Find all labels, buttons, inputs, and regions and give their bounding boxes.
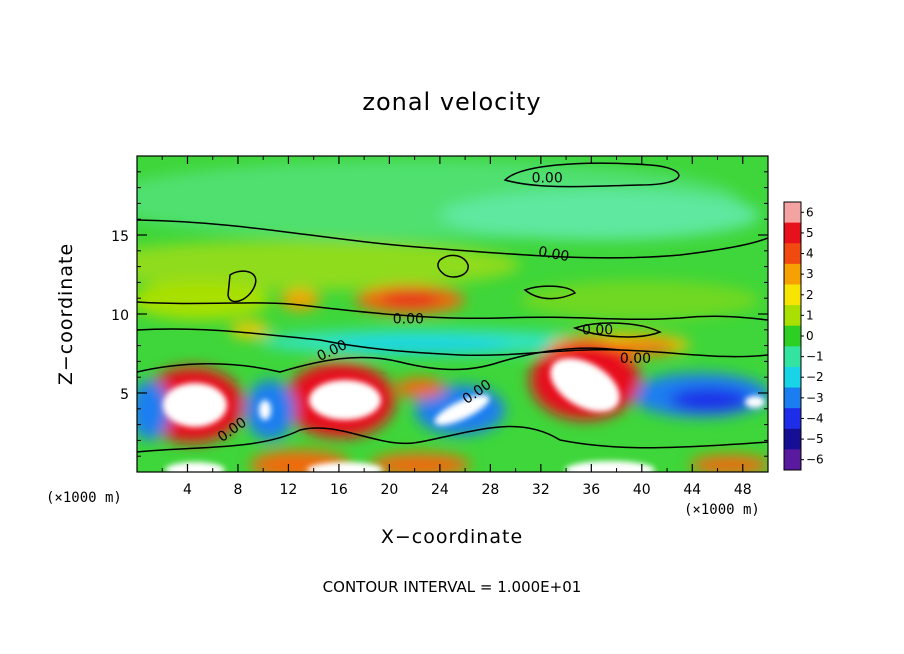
colorbar-swatch: [784, 284, 801, 306]
colorbar-label: 3: [806, 267, 814, 281]
contour-interval-note: CONTOUR INTERVAL = 1.000E+01: [322, 578, 582, 596]
colorbar-label: −4: [806, 411, 824, 425]
colorbar-label: 0: [806, 329, 814, 343]
x-tick-label: 44: [683, 482, 701, 498]
colorbar-swatch: [784, 387, 801, 409]
colorbar-label: −2: [806, 370, 824, 384]
colorbar-label: 5: [806, 226, 814, 240]
colorbar-label: −1: [806, 350, 824, 364]
chart-title: zonal velocity: [362, 88, 542, 116]
contour-label: 0.00: [537, 244, 570, 265]
colorbar-label: −6: [806, 453, 824, 467]
colorbar-swatch: [784, 366, 801, 389]
colorbar-swatch: [784, 243, 801, 265]
colorbar: 6 5 4 3 2 1 0 −1 −2 −3 −4 −5 −6: [783, 201, 824, 471]
y-axis: 5 10 15: [111, 171, 768, 457]
contour-label: 0.00: [393, 311, 424, 327]
colorbar-swatch: [784, 202, 801, 224]
colorbar-swatch: [784, 325, 801, 347]
contour-label: 0.00: [582, 322, 613, 338]
colorbar-label: −3: [806, 391, 824, 405]
x-units-left: (×1000 m): [46, 490, 122, 506]
y-tick-label: 15: [111, 229, 129, 245]
contour-label: 0.00: [532, 171, 563, 187]
colorbar-swatch: [784, 428, 801, 450]
x-tick-label: 8: [233, 482, 242, 498]
colorbar-swatch: [784, 222, 801, 244]
colorbar-label: 4: [806, 247, 814, 261]
x-tick-label: 36: [582, 482, 600, 498]
heatmap-field: [137, 156, 768, 472]
colorbar-swatch: [784, 263, 801, 285]
x-tick-label: 20: [380, 482, 398, 498]
x-tick-label: 32: [532, 482, 550, 498]
colorbar-label: 6: [806, 205, 814, 219]
colorbar-label: −5: [806, 432, 824, 446]
x-tick-label: 28: [481, 482, 499, 498]
x-tick-label: 12: [280, 482, 298, 498]
x-units-right: (×1000 m): [684, 502, 760, 518]
x-tick-label: 40: [633, 482, 651, 498]
y-tick-label: 10: [111, 308, 129, 324]
colorbar-swatch: [784, 305, 801, 327]
x-tick-label: 4: [183, 482, 192, 498]
colorbar-swatch: [784, 408, 801, 430]
colorbar-swatch: [784, 346, 801, 368]
y-tick-label: 5: [120, 387, 129, 403]
x-tick-label: 16: [330, 482, 348, 498]
colorbar-label: 2: [806, 288, 814, 302]
y-axis-label: Z−coordinate: [55, 242, 77, 386]
x-axis-label: X−coordinate: [380, 526, 524, 548]
x-tick-label: 24: [431, 482, 449, 498]
x-tick-label: 48: [734, 482, 752, 498]
x-axis: 4 8 12 16 20 24 28 32 36 40 44 48: [161, 156, 752, 498]
colorbar-label: 1: [806, 308, 814, 322]
contour-label: 0.00: [620, 351, 651, 367]
colorbar-swatch: [784, 449, 801, 471]
